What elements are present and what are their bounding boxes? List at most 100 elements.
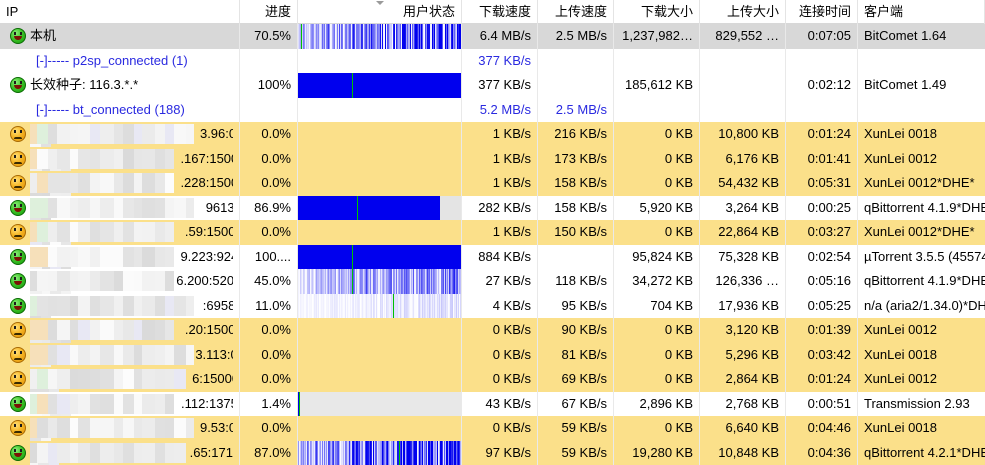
cell-ip[interactable]: 6.200:52000	[0, 269, 240, 294]
user-status-bar	[298, 416, 461, 441]
cell-progress: 0.0%	[240, 171, 298, 196]
column-header-client[interactable]: 客户端	[858, 0, 985, 24]
cell-upload-size: 17,936 KB	[700, 294, 786, 319]
cell-connect-time: 0:03:27	[786, 220, 858, 245]
column-header-ip[interactable]: IP	[0, 0, 240, 24]
cell-upload-size: 10,800 KB	[700, 122, 786, 147]
cell-ip[interactable]: 9.223:9246	[0, 245, 240, 270]
cell-connect-time: 0:07:05	[786, 24, 858, 49]
smiley-sad-icon	[10, 371, 26, 387]
cell-user-status	[298, 171, 462, 196]
smiley-sad-icon	[10, 175, 26, 191]
cell-progress: 0.0%	[240, 147, 298, 172]
cell-upload-speed: 150 KB/s	[538, 220, 614, 245]
cell-upload-size: 54,432 KB	[700, 171, 786, 196]
cell-download-speed: 0 KB/s	[462, 416, 538, 441]
column-header-upload-size[interactable]: 上传大小	[700, 0, 786, 24]
cell-user-status	[298, 122, 462, 147]
cell-upload-size: 3,120 KB	[700, 318, 786, 343]
cell-download-speed: 43 KB/s	[462, 392, 538, 417]
cell-download-size: 185,612 KB	[614, 73, 700, 98]
cell-connect-time: 0:05:16	[786, 269, 858, 294]
cell-progress: 45.0%	[240, 269, 298, 294]
cell-upload-speed: 81 KB/s	[538, 343, 614, 368]
cell-ip[interactable]: 3.113:0	[0, 343, 240, 368]
column-header-connect-time[interactable]: 连接时间	[786, 0, 858, 24]
column-header-row: IP 进度 用户状态 下载速度 上传速度 下载大小 上传大小 连接时间 客户端	[0, 0, 985, 24]
table-row[interactable]: 6:150000.0%0 KB/s69 KB/s0 KB2,864 KB0:01…	[0, 367, 985, 392]
cell-client: µTorrent 3.5.5 (45574)	[858, 245, 985, 270]
user-status-bar	[298, 392, 461, 417]
table-row[interactable]: .112:137551.4%43 KB/s67 KB/s2,896 KB2,76…	[0, 392, 985, 417]
smiley-sad-icon	[10, 126, 26, 142]
cell-connect-time: 0:05:31	[786, 171, 858, 196]
cell-ip[interactable]: 长效种子: 116.3.*.*	[0, 73, 240, 98]
cell-user-status	[298, 98, 462, 123]
cell-upload-size: 829,552 …	[700, 24, 786, 49]
cell-download-speed: 27 KB/s	[462, 269, 538, 294]
cell-ip[interactable]: 9613	[0, 196, 240, 221]
cell-download-speed: 0 KB/s	[462, 367, 538, 392]
cell-ip[interactable]: [-]----- p2sp_connected (1)	[0, 49, 240, 74]
ip-label: 3.113:0	[195, 343, 233, 367]
cell-download-speed: 1 KB/s	[462, 220, 538, 245]
cell-ip[interactable]: :6958	[0, 294, 240, 319]
column-header-download-speed[interactable]: 下载速度	[462, 0, 538, 24]
cell-ip[interactable]: 本机	[0, 24, 240, 49]
user-status-bar	[298, 441, 461, 465]
column-header-user-status[interactable]: 用户状态	[298, 0, 462, 24]
cell-ip[interactable]: 3.96:0	[0, 122, 240, 147]
cell-upload-size: 6,176 KB	[700, 147, 786, 172]
masked-ip-region	[30, 222, 184, 242]
cell-download-speed: 1 KB/s	[462, 171, 538, 196]
cell-progress: 0.0%	[240, 122, 298, 147]
table-row[interactable]: 3.113:00.0%0 KB/s81 KB/s0 KB5,296 KB0:03…	[0, 343, 985, 368]
cell-upload-size: 126,336 …	[700, 269, 786, 294]
column-header-progress[interactable]: 进度	[240, 0, 298, 24]
column-header-download-size[interactable]: 下载大小	[614, 0, 700, 24]
cell-download-speed: 6.4 MB/s	[462, 24, 538, 49]
cell-user-status	[298, 416, 462, 441]
cell-connect-time: 0:04:36	[786, 441, 858, 465]
cell-client: XunLei 0018	[858, 343, 985, 368]
table-row[interactable]: .20:150000.0%0 KB/s90 KB/s0 KB3,120 KB0:…	[0, 318, 985, 343]
cell-ip[interactable]: [-]----- bt_connected (188)	[0, 98, 240, 123]
cell-user-status	[298, 318, 462, 343]
table-row[interactable]: .65:171287.0%97 KB/s59 KB/s19,280 KB10,8…	[0, 441, 985, 465]
cell-progress: 0.0%	[240, 220, 298, 245]
user-status-bar	[298, 220, 461, 245]
masked-ip-region	[30, 247, 179, 267]
cell-ip[interactable]: .112:13755	[0, 392, 240, 417]
user-status-bar	[298, 73, 461, 98]
user-status-bar	[298, 367, 461, 392]
column-header-upload-speed[interactable]: 上传速度	[538, 0, 614, 24]
cell-ip[interactable]: 9.53:0	[0, 416, 240, 441]
cell-progress: 70.5%	[240, 24, 298, 49]
smiley-sad-icon	[10, 420, 26, 436]
cell-upload-speed	[538, 73, 614, 98]
table-row[interactable]: 9.223:9246100....884 KB/s95,824 KB75,328…	[0, 245, 985, 270]
cell-ip[interactable]: .65:1712	[0, 441, 240, 465]
cell-upload-speed: 95 KB/s	[538, 294, 614, 319]
cell-user-status	[298, 73, 462, 98]
table-row[interactable]: [-]----- p2sp_connected (1)377 KB/s	[0, 49, 985, 74]
cell-user-status	[298, 392, 462, 417]
smiley-happy-icon	[10, 249, 26, 265]
